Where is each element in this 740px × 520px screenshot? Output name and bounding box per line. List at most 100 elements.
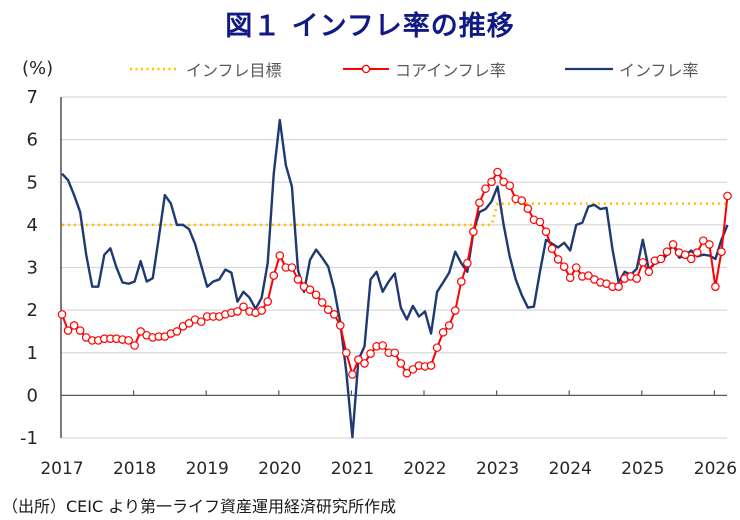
x-tick-label: 2025	[621, 459, 664, 479]
core-inflation-point	[378, 341, 387, 350]
legend-item-target: インフレ目標	[128, 56, 282, 82]
core-inflation-point	[644, 267, 654, 277]
core-inflation-point	[444, 321, 454, 330]
y-tick-label: 5	[27, 172, 38, 193]
y-tick-label: 2	[27, 300, 38, 321]
chart-title: 図１ インフレ率の推移	[225, 11, 515, 42]
core-inflation-point	[584, 271, 593, 280]
y-axis-ticks: 7 6 5 4 3 2 1 0 -1	[20, 87, 38, 449]
core-inflation-point	[348, 370, 357, 379]
core-inflation-point	[469, 227, 478, 236]
core-inflation-point	[559, 262, 569, 271]
core-inflation-point	[317, 298, 327, 307]
x-tick-label: 2024	[549, 459, 592, 479]
source-note: （出所）CEIC より第一ライフ資産運用経済研究所作成	[2, 497, 396, 516]
legend-dotted-line-icon	[130, 67, 178, 71]
gridlines	[61, 96, 727, 439]
legend-item-inflation: インフレ率	[565, 56, 699, 82]
legend-label-inflation: インフレ率	[619, 61, 699, 80]
core-inflation-point	[614, 282, 623, 291]
core-inflation-point	[668, 240, 678, 249]
core-inflation-point	[535, 217, 545, 227]
series-group	[57, 118, 732, 439]
core-inflation-point	[475, 198, 484, 208]
legend-line-circle-icon	[343, 64, 389, 74]
x-tick-label: 2023	[476, 459, 519, 479]
core-inflation-point	[692, 248, 702, 257]
core-inflation-point	[698, 236, 708, 245]
core-inflation-point	[426, 361, 436, 370]
core-inflation-point	[257, 306, 266, 315]
core-inflation-point	[342, 348, 351, 358]
core-inflation-point	[172, 327, 182, 336]
core-inflation-point	[686, 254, 696, 264]
core-inflation-point	[487, 177, 496, 187]
core-inflation-point	[366, 349, 375, 358]
core-inflation-point	[499, 177, 508, 187]
core-inflation-point	[275, 251, 285, 260]
x-tick-label: 2019	[186, 459, 229, 479]
legend-item-core: コアインフレ率	[343, 56, 506, 82]
core-inflation-point	[505, 181, 515, 190]
series-line-inflation	[61, 118, 729, 439]
core-inflation-point	[305, 285, 315, 294]
core-inflation-point	[323, 305, 333, 314]
x-tick-label: 2017	[40, 459, 83, 479]
axes	[60, 97, 727, 438]
core-inflation-point	[638, 258, 648, 267]
legend-line-icon	[565, 67, 613, 71]
core-inflation-point	[656, 254, 666, 264]
core-inflation-point	[680, 250, 690, 260]
core-inflation-point	[124, 336, 133, 345]
core-inflation-point	[493, 167, 502, 177]
legend: インフレ目標 コアインフレ率 インフレ率	[0, 56, 740, 82]
core-inflation-point	[293, 275, 303, 284]
core-inflation-point	[481, 184, 490, 193]
core-inflation-point	[632, 274, 642, 283]
core-inflation-point	[456, 277, 466, 286]
core-inflation-point	[360, 359, 369, 368]
x-tick-label: 2020	[258, 459, 301, 479]
x-tick-label: 2026	[694, 459, 737, 479]
core-inflation-point	[408, 365, 418, 374]
core-inflation-point	[541, 227, 551, 236]
core-inflation-point	[432, 343, 442, 352]
core-inflation-point	[438, 327, 448, 337]
core-inflation-point	[523, 204, 533, 213]
core-inflation-point	[517, 196, 527, 205]
core-inflation-point	[354, 355, 363, 364]
core-inflation-point	[63, 326, 73, 335]
core-inflation-point	[184, 319, 194, 328]
core-inflation-point	[287, 263, 297, 272]
core-inflation-point	[565, 273, 575, 283]
y-tick-label: 1	[27, 343, 38, 364]
core-inflation-point	[75, 326, 85, 335]
core-inflation-point	[723, 191, 732, 201]
core-inflation-point	[711, 282, 720, 291]
y-tick-label: 4	[27, 215, 38, 236]
core-inflation-point	[57, 310, 67, 319]
series-line-inflation-target	[62, 202, 728, 227]
core-inflation-point	[335, 321, 345, 330]
core-inflation-point	[717, 247, 726, 257]
core-inflation-point	[130, 341, 139, 350]
x-tick-label: 2021	[331, 459, 374, 479]
core-inflation-point	[402, 368, 412, 378]
core-inflation-point	[662, 247, 672, 257]
core-inflation-point	[239, 302, 248, 312]
y-axis-unit-label: (%)	[22, 58, 54, 79]
core-inflation-point	[233, 307, 242, 316]
core-inflation-point	[136, 327, 145, 336]
core-inflation-point	[705, 240, 714, 249]
legend-label-target: インフレ目標	[186, 61, 282, 80]
y-tick-label: -1	[20, 428, 38, 449]
core-inflation-point	[547, 244, 557, 254]
core-inflation-point	[329, 310, 339, 319]
core-inflation-point	[396, 359, 406, 368]
y-tick-label: 3	[27, 258, 38, 279]
core-inflation-point	[269, 271, 279, 280]
core-inflation-point	[553, 255, 563, 264]
core-inflation-point	[463, 258, 472, 268]
core-inflation-point	[69, 321, 79, 330]
